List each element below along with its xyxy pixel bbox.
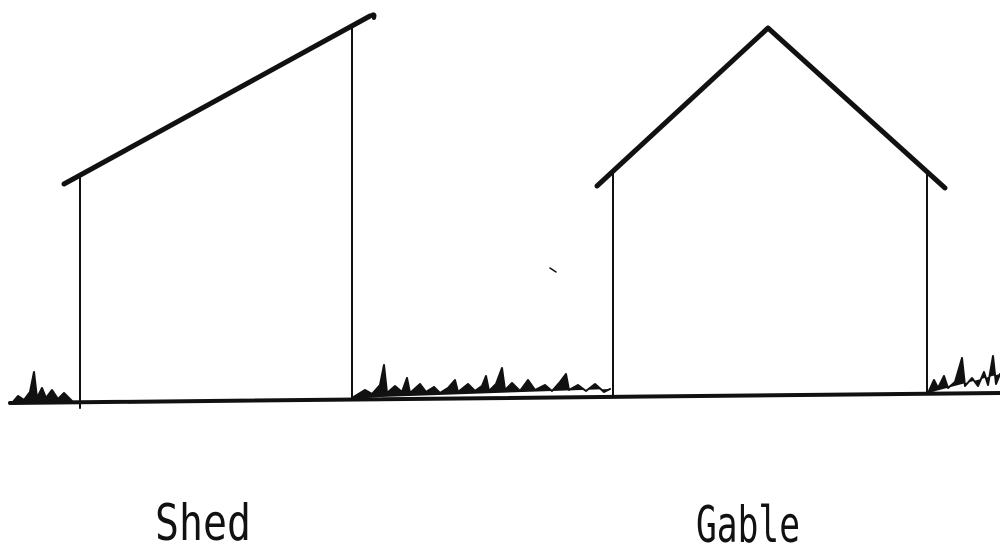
ground-line: [8, 391, 1000, 405]
grass: [351, 364, 611, 399]
grass: [927, 355, 1000, 394]
shed-label: Shed: [155, 494, 251, 550]
shed-roof: [61, 13, 373, 187]
stray-mark: [549, 267, 557, 273]
gable-roof: [594, 25, 948, 191]
shed-roof-tip: [368, 12, 377, 20]
grass: [11, 371, 73, 404]
gable-label: Gable: [696, 496, 800, 550]
